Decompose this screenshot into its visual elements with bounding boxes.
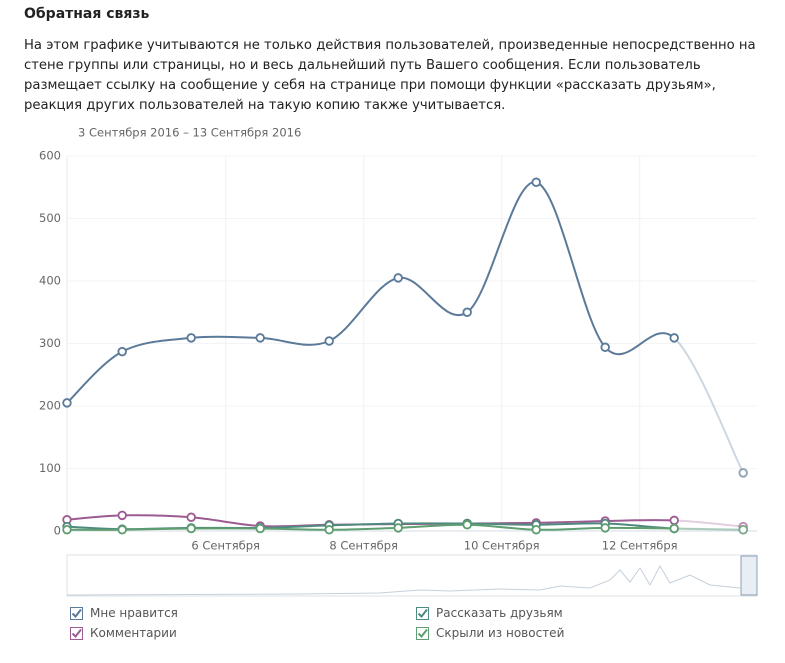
data-point bbox=[62, 398, 72, 408]
y-tick-label: 300 bbox=[39, 336, 61, 350]
checkbox[interactable] bbox=[70, 626, 83, 640]
description: На этом графике учитываются не только де… bbox=[24, 38, 756, 113]
data-point bbox=[462, 307, 472, 317]
data-point bbox=[186, 333, 196, 343]
data-point bbox=[738, 468, 748, 478]
data-point bbox=[669, 515, 679, 526]
data-point bbox=[531, 525, 541, 535]
checkmark bbox=[71, 628, 82, 638]
x-tick-label: 12 Сентября bbox=[602, 539, 678, 553]
data-point bbox=[531, 177, 541, 187]
minimap-window[interactable] bbox=[740, 555, 758, 596]
data-point bbox=[186, 512, 196, 522]
checkbox[interactable] bbox=[416, 606, 429, 620]
x-tick-label: 8 Сентября bbox=[329, 539, 398, 553]
legend-item[interactable]: Мне нравится bbox=[70, 606, 178, 620]
data-point bbox=[117, 525, 127, 535]
data-point bbox=[324, 336, 334, 346]
y-tick-label: 200 bbox=[39, 399, 61, 413]
data-point bbox=[669, 523, 679, 534]
y-tick-label: 0 bbox=[54, 524, 61, 538]
legend-item[interactable]: Рассказать друзьям bbox=[416, 606, 563, 620]
legend-item[interactable]: Скрыли из новостей bbox=[416, 626, 564, 640]
data-point bbox=[738, 525, 748, 535]
data-point bbox=[600, 523, 610, 533]
minimap-line bbox=[66, 564, 741, 596]
x-tick-label: 10 Сентября bbox=[464, 539, 540, 553]
minimap[interactable] bbox=[66, 554, 758, 597]
y-tick-label: 100 bbox=[39, 461, 61, 475]
data-point bbox=[393, 273, 403, 283]
checkbox[interactable] bbox=[416, 626, 429, 640]
data-point bbox=[255, 523, 265, 534]
y-tick-label: 600 bbox=[39, 149, 61, 163]
checkmark bbox=[417, 628, 428, 638]
y-tick-label: 400 bbox=[39, 274, 61, 288]
data-point bbox=[186, 523, 196, 534]
data-point bbox=[62, 525, 72, 535]
x-tick-label: 6 Сентября bbox=[191, 539, 260, 553]
data-point bbox=[117, 346, 127, 357]
legend-label: Рассказать друзьям bbox=[436, 606, 563, 620]
y-tick-label: 500 bbox=[39, 211, 61, 225]
data-point bbox=[669, 333, 679, 343]
legend-label: Скрыли из новостей bbox=[436, 626, 565, 640]
data-point bbox=[324, 525, 334, 535]
data-point bbox=[462, 520, 472, 530]
checkmark bbox=[417, 608, 428, 618]
checkbox[interactable] bbox=[70, 606, 83, 620]
checkmark bbox=[71, 608, 82, 618]
legend-label: Комментарии bbox=[90, 626, 177, 640]
series-line bbox=[66, 514, 744, 528]
legend-item[interactable]: Комментарии bbox=[70, 626, 177, 640]
data-point bbox=[393, 523, 403, 533]
section-title: Обратная связь bbox=[24, 6, 150, 22]
data-point bbox=[600, 342, 610, 352]
data-point bbox=[255, 333, 265, 343]
series-line bbox=[66, 181, 745, 474]
legend-label: Мне нравится bbox=[90, 606, 178, 620]
data-point bbox=[117, 510, 127, 521]
date-range: 3 Сентября 2016 – 13 Сентября 2016 bbox=[78, 126, 301, 140]
